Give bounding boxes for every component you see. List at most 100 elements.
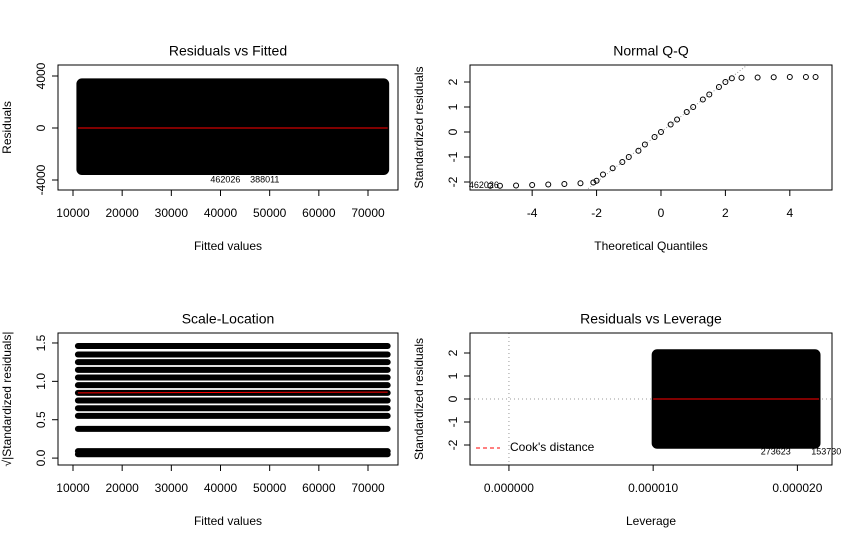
y-tick-label: -1: [446, 416, 460, 427]
x-axis-label: Leverage: [626, 514, 676, 528]
point: [593, 177, 600, 184]
x-tick-label: 0.000000: [484, 481, 534, 495]
y-tick-label: 1: [446, 103, 460, 110]
plot-area: [487, 65, 819, 190]
point: [706, 91, 713, 98]
point-label: 388011: [250, 174, 279, 184]
y-tick-label: 1.0: [34, 373, 48, 390]
x-tick-label: 10000: [56, 481, 90, 495]
plot-frame: [57, 64, 399, 191]
x-tick-label: -4: [527, 206, 538, 220]
x-tick-label: 30000: [155, 206, 189, 220]
point: [690, 104, 697, 110]
panel: Residuals vs Fitted Fitted values Residual…: [0, 43, 399, 253]
legend-label: Cook's distance: [510, 440, 595, 454]
y-tick-label: 0: [446, 128, 460, 135]
x-tick-label: 40000: [204, 481, 238, 495]
x-tick-label: 0.000020: [772, 481, 822, 495]
point: [513, 182, 520, 189]
point: [635, 147, 642, 154]
point: [619, 159, 626, 165]
y-axis-label: Standardized residuals: [412, 338, 426, 460]
x-tick-label: 50000: [253, 206, 287, 220]
y-tick-label: 0.5: [34, 411, 48, 428]
y-axis-label: Residuals: [0, 101, 14, 154]
panel-title: Normal Q-Q: [613, 43, 689, 59]
point: [561, 181, 568, 187]
point: [754, 74, 761, 81]
y-tick-label: -4000: [34, 164, 48, 195]
panel: Residuals vs Leverage Leverage Standardize…: [412, 311, 841, 528]
x-tick-label: 2: [722, 206, 729, 220]
x-tick-label: 30000: [155, 481, 189, 495]
plot-frame: [469, 64, 833, 191]
x-tick-label: 0: [658, 206, 665, 220]
point: [738, 74, 745, 81]
point: [667, 121, 674, 128]
x-tick-label: 40000: [204, 206, 238, 220]
x-axis-label: Fitted values: [194, 514, 262, 528]
point-cloud: [76, 78, 390, 176]
point-label: 462026: [469, 180, 499, 190]
y-tick-label: 2: [446, 349, 460, 356]
panel-title: Residuals vs Fitted: [169, 43, 287, 59]
point: [674, 116, 681, 123]
y-tick-label: 4000: [34, 62, 48, 89]
point: [812, 74, 819, 80]
plot-frame: [469, 332, 833, 466]
x-tick-label: 60000: [302, 206, 336, 220]
point: [590, 179, 597, 186]
x-tick-label: 10000: [56, 206, 90, 220]
y-tick-label: -1: [446, 151, 460, 162]
x-tick-label: 70000: [351, 206, 385, 220]
point: [496, 182, 503, 189]
point: [683, 109, 690, 115]
y-axis-label: √|Standardized residuals|: [0, 332, 14, 467]
y-tick-label: 0: [34, 124, 48, 131]
y-tick-label: -2: [446, 439, 460, 450]
panel-title: Scale-Location: [182, 311, 275, 327]
y-tick-label: 0: [446, 395, 460, 402]
x-tick-label: -2: [591, 206, 602, 220]
y-tick-label: 1.5: [34, 334, 48, 351]
plot-area: [76, 78, 390, 176]
x-tick-label: 50000: [253, 481, 287, 495]
point: [770, 74, 777, 81]
plot-frame: [57, 332, 399, 466]
smooth-line: [77, 391, 388, 394]
point-label: 273623: [761, 446, 791, 456]
panel: Normal Q-Q Theoretical Quantiles Standardi…: [412, 43, 833, 253]
point-label: 153730: [811, 446, 841, 456]
point: [651, 134, 658, 140]
point: [657, 129, 664, 135]
point: [715, 84, 722, 90]
y-axis-label: Standardized residuals: [412, 66, 426, 188]
x-tick-label: 60000: [302, 481, 336, 495]
point: [577, 180, 584, 187]
y-tick-label: -2: [446, 176, 460, 187]
point: [529, 182, 536, 188]
point: [641, 141, 648, 148]
x-tick-label: 4: [786, 206, 793, 220]
y-tick-label: 2: [446, 78, 460, 85]
point: [699, 96, 706, 103]
point: [786, 74, 793, 80]
x-axis-label: Theoretical Quantiles: [594, 239, 707, 253]
point: [600, 171, 607, 178]
y-tick-label: 0.0: [34, 449, 48, 466]
plot-area: [470, 333, 832, 465]
point: [625, 154, 632, 160]
point: [545, 181, 552, 188]
x-tick-label: 0.000010: [628, 481, 678, 495]
point: [609, 165, 616, 172]
x-axis-label: Fitted values: [194, 239, 262, 253]
panel-title: Residuals vs Leverage: [580, 311, 722, 327]
x-tick-label: 70000: [351, 481, 385, 495]
point-label: 462026: [210, 174, 240, 184]
point: [487, 182, 494, 189]
x-tick-label: 20000: [105, 206, 139, 220]
point: [722, 79, 729, 85]
point: [802, 74, 809, 80]
y-tick-label: 1: [446, 372, 460, 379]
